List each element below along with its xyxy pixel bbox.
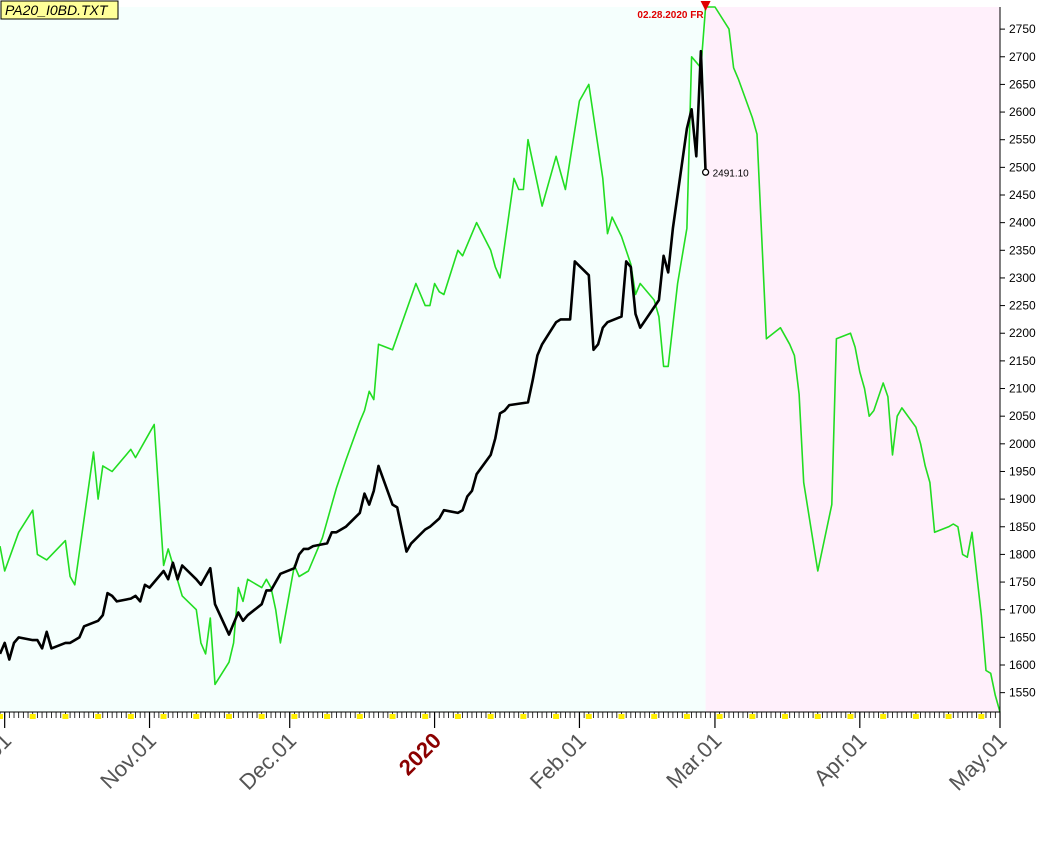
y-tick-label: 1950 <box>1009 464 1036 478</box>
y-tick-label: 2300 <box>1009 271 1036 285</box>
x-week-marker <box>62 714 69 719</box>
x-tick-label: Nov.01 <box>95 728 161 794</box>
marker-layer: 02.28.2020 FR 2491.10 <box>637 1 749 179</box>
x-tick-label: Feb.01 <box>525 728 591 794</box>
x-year-label: 2020 <box>394 728 446 780</box>
y-axis: 1550 1600 1650 1700 1750 1800 1850 1900 1950 2000… <box>1000 22 1036 700</box>
y-tick-label: 1900 <box>1009 492 1036 506</box>
x-axis: Oct.01 Nov.01 Dec.01 2020 Feb.01 Mar.01 Apr.01… <box>0 712 1012 795</box>
x-week-marker <box>193 714 200 719</box>
y-tick-label: 2550 <box>1009 133 1036 147</box>
y-tick-label: 1800 <box>1009 547 1036 561</box>
x-week-marker <box>553 714 560 719</box>
y-tick-label: 2750 <box>1009 22 1036 36</box>
x-tick-label: Oct.01 <box>0 728 16 792</box>
x-tick-label: Apr.01 <box>809 728 872 791</box>
y-tick-label: 1750 <box>1009 575 1036 589</box>
date-marker-arrow <box>700 1 711 11</box>
title-box: PA20_I0BD.TXT <box>0 0 119 20</box>
series-layer <box>0 6 1001 713</box>
y-tick-label: 2600 <box>1009 105 1036 119</box>
x-week-marker <box>847 714 854 719</box>
x-week-marker <box>127 714 134 719</box>
chart-title: PA20_I0BD.TXT <box>5 2 109 18</box>
x-week-marker <box>749 714 756 719</box>
y-tick-label: 2400 <box>1009 216 1036 230</box>
x-week-marker <box>0 714 3 719</box>
y-tick-label: 2700 <box>1009 50 1036 64</box>
y-tick-label: 2500 <box>1009 160 1036 174</box>
y-tick-label: 1600 <box>1009 658 1036 672</box>
x-week-marker <box>912 714 919 719</box>
x-week-marker <box>585 714 592 719</box>
series-line-primary <box>0 49 707 661</box>
last-value-label: 2491.10 <box>713 168 750 179</box>
y-tick-label: 2250 <box>1009 299 1036 313</box>
x-tick-label: Dec.01 <box>234 728 301 795</box>
y-tick-label: 2200 <box>1009 326 1036 340</box>
x-tick-label: May.01 <box>944 728 1012 796</box>
x-week-marker <box>356 714 363 719</box>
y-tick-label: 2650 <box>1009 77 1036 91</box>
x-week-marker <box>945 714 952 719</box>
past-background <box>0 7 706 712</box>
y-tick-label: 1700 <box>1009 603 1036 617</box>
series-line-overlay <box>0 6 1001 713</box>
x-week-marker <box>520 714 527 719</box>
x-week-marker <box>324 714 331 719</box>
x-week-marker <box>389 714 396 719</box>
x-week-marker <box>291 714 298 719</box>
y-tick-label: 1550 <box>1009 686 1036 700</box>
y-tick-label: 2100 <box>1009 382 1036 396</box>
x-week-marker <box>487 714 494 719</box>
x-week-marker <box>618 714 625 719</box>
y-tick-label: 2450 <box>1009 188 1036 202</box>
y-tick-label: 2350 <box>1009 243 1036 257</box>
y-tick-label: 2000 <box>1009 437 1036 451</box>
y-tick-label: 2150 <box>1009 354 1036 368</box>
x-week-marker <box>95 714 102 719</box>
x-week-marker <box>258 714 265 719</box>
x-week-marker <box>978 714 985 719</box>
y-tick-label: 2050 <box>1009 409 1036 423</box>
marker-date-label: 02.28.2020 FR <box>637 10 704 21</box>
x-week-marker <box>422 714 429 719</box>
x-week-marker <box>716 714 723 719</box>
x-week-marker <box>782 714 789 719</box>
x-week-marker <box>160 714 167 719</box>
x-week-marker <box>880 714 887 719</box>
x-week-marker <box>683 714 690 719</box>
y-tick-label: 1850 <box>1009 520 1036 534</box>
y-tick-label: 1650 <box>1009 630 1036 644</box>
x-tick-label: Mar.01 <box>661 728 726 793</box>
x-week-marker <box>225 714 232 719</box>
x-week-marker <box>454 714 461 719</box>
x-week-marker <box>651 714 658 719</box>
last-value-dot <box>701 168 710 176</box>
x-week-marker <box>814 714 821 719</box>
x-week-marker <box>29 714 36 719</box>
